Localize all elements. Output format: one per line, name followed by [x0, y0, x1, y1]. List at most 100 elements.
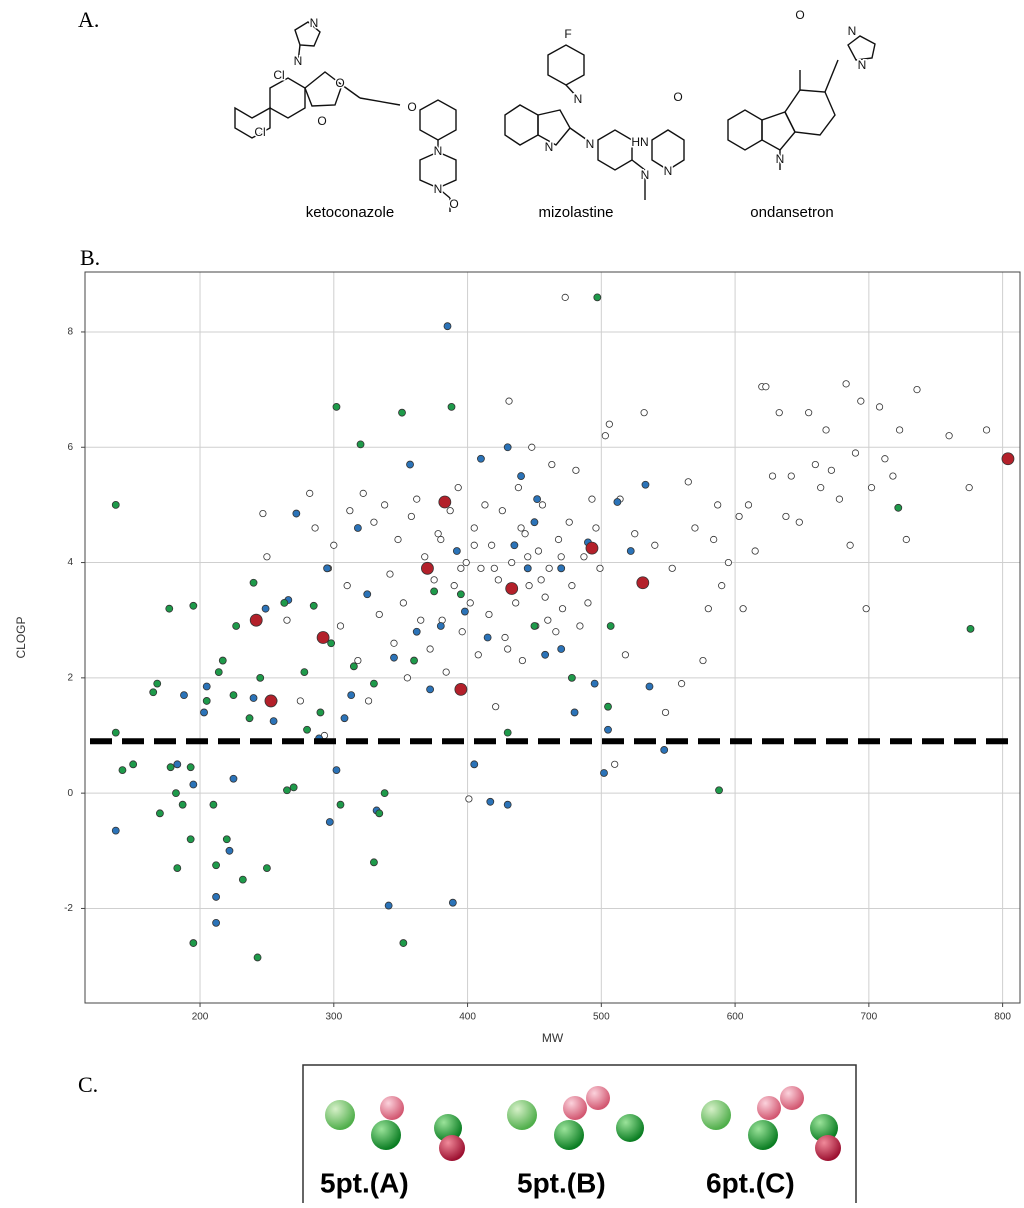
data-point [538, 501, 547, 509]
data-point [795, 518, 803, 526]
data-point [413, 495, 421, 503]
data-point [323, 564, 332, 573]
data-point [567, 673, 576, 682]
data-point [375, 809, 384, 818]
data-point [426, 685, 435, 694]
data-point [356, 440, 365, 449]
data-point [699, 656, 707, 665]
atom-label: N [310, 16, 319, 30]
data-point [430, 587, 439, 596]
data-point [576, 622, 584, 630]
data-point [508, 558, 516, 567]
data-point [200, 708, 208, 717]
x-tick-label: 700 [861, 1012, 878, 1023]
data-point [296, 697, 304, 705]
data-point [202, 697, 211, 705]
data-point [189, 780, 198, 789]
scatter-plot: 200 300 400 500 600 700 800 8 6 4 2 0 -2 MW CLOGP [14, 271, 1021, 1045]
data-point [214, 668, 223, 676]
data-point [505, 397, 513, 405]
y-tick-label: 4 [67, 557, 73, 568]
data-point [259, 509, 267, 518]
data-point [724, 558, 732, 567]
data-point [403, 674, 411, 682]
data-point [596, 564, 604, 572]
data-point [437, 535, 445, 544]
data-point [913, 386, 921, 394]
data-point [889, 472, 897, 480]
data-point [517, 472, 525, 480]
x-axis-label: MW [542, 1031, 564, 1045]
data-point [381, 501, 389, 509]
atom-label: N [664, 164, 673, 178]
data-point [558, 605, 567, 613]
data-point [626, 547, 635, 555]
data-point [714, 501, 722, 509]
x-tick-label: 800 [994, 1012, 1011, 1023]
data-point [225, 846, 234, 855]
data-point [588, 495, 596, 503]
data-point [528, 443, 536, 451]
data-point [456, 590, 465, 599]
atom-label: O [673, 90, 682, 104]
atom-label: O [795, 8, 804, 22]
data-point [149, 688, 158, 697]
data-point [311, 524, 319, 532]
data-point [557, 553, 565, 561]
data-point [165, 604, 174, 613]
data-point [485, 610, 493, 619]
data-point [477, 564, 485, 572]
data-point [256, 673, 265, 682]
data-point [541, 593, 549, 601]
data-point [375, 610, 383, 619]
data-point [590, 679, 599, 688]
atom-label: N [848, 24, 857, 38]
data-point [353, 524, 362, 532]
data-point [306, 489, 314, 497]
data-point [517, 524, 525, 532]
data-point [457, 564, 465, 572]
data-point [264, 694, 278, 708]
y-axis-label: CLOGP [14, 616, 28, 658]
x-tick-label: 300 [325, 1012, 342, 1023]
data-point [474, 651, 482, 659]
data-point [775, 409, 783, 417]
data-point [636, 576, 650, 590]
data-point [585, 541, 599, 555]
data-point [465, 795, 473, 803]
data-point [570, 708, 579, 717]
data-point [762, 383, 770, 391]
data-point [568, 582, 576, 590]
data-point [280, 599, 289, 607]
data-point [442, 668, 450, 676]
data-point [503, 728, 512, 737]
y-tick-label: -2 [64, 903, 73, 914]
data-point [412, 627, 421, 636]
data-point [263, 864, 271, 872]
data-point [454, 484, 462, 492]
data-point [768, 472, 777, 480]
data-point [498, 507, 506, 515]
data-point [189, 601, 198, 610]
data-point [253, 953, 262, 962]
data-point [557, 564, 566, 573]
data-point [524, 553, 532, 561]
data-point [827, 466, 835, 474]
data-point [450, 582, 458, 590]
data-point [407, 512, 415, 521]
data-point [867, 484, 876, 492]
y-tick-label: 2 [67, 672, 73, 683]
data-point [525, 582, 533, 590]
x-tick-label: 200 [192, 1012, 209, 1023]
data-point [111, 728, 120, 737]
data-point [426, 645, 434, 653]
data-point [514, 484, 522, 492]
y-tick-label: 8 [67, 327, 73, 338]
data-point [363, 590, 372, 599]
data-point [835, 495, 844, 503]
data-point [739, 605, 747, 613]
data-point [359, 489, 367, 497]
data-point [343, 582, 351, 590]
data-point [661, 708, 670, 717]
data-point [153, 679, 162, 688]
